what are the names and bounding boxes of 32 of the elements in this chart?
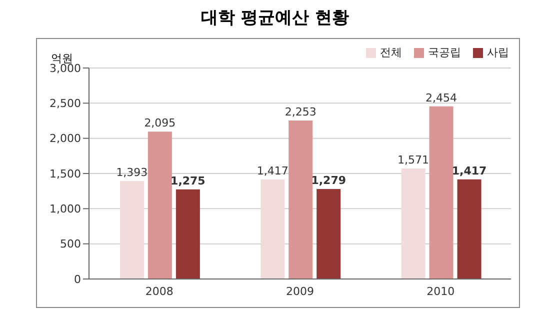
data-label: 2,454 [426, 91, 458, 104]
x-tick-label: 2009 [286, 284, 314, 298]
bar [260, 179, 285, 279]
y-tick-label: 500 [60, 238, 81, 251]
data-label: 1,417 [256, 164, 288, 178]
data-label: 1,279 [311, 174, 346, 188]
y-tick-label: 0 [74, 272, 81, 286]
y-tick-label: 2,500 [50, 97, 81, 110]
data-label: 1,393 [116, 166, 148, 180]
bar [457, 179, 482, 279]
bar [120, 181, 144, 279]
data-label: 1,417 [452, 164, 487, 178]
y-axis-title: 억원 [51, 51, 73, 65]
data-label: 2,253 [284, 106, 316, 119]
y-tick-label: 2,000 [50, 132, 81, 146]
bar [288, 120, 313, 279]
x-tick-label: 2010 [426, 284, 455, 298]
x-tick-label: 2008 [145, 284, 174, 298]
y-tick-label: 1,000 [50, 202, 81, 216]
bar [429, 106, 454, 279]
data-label: 1,571 [398, 154, 430, 167]
legend-label: 전체 [380, 45, 402, 60]
y-tick-label: 1,500 [50, 167, 81, 180]
bar [401, 168, 426, 279]
chart-title: 대학 평균예산 현황 [200, 7, 350, 30]
data-label: 1,275 [170, 174, 206, 188]
bar [316, 189, 341, 279]
data-label: 2,095 [144, 116, 176, 130]
bar [148, 132, 172, 279]
bar [176, 189, 200, 279]
legend-label: 사립 [487, 45, 509, 60]
legend-label: 국공립 [428, 45, 461, 60]
